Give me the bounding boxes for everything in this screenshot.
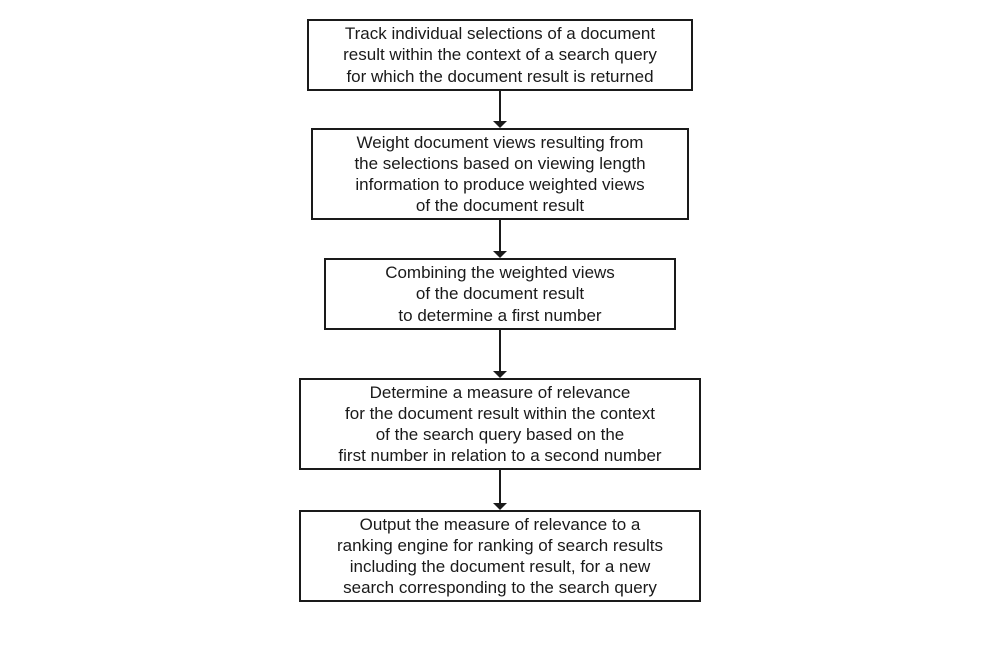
flowchart-node-label: Output the measure of relevance to a ran…	[337, 514, 663, 599]
flowchart-node-5: Output the measure of relevance to a ran…	[299, 510, 701, 602]
flowchart-edge-4	[499, 470, 501, 503]
flowchart-arrowhead-1	[493, 121, 507, 128]
flowchart-node-1: Track individual selections of a documen…	[307, 19, 693, 91]
flowchart-node-label: Determine a measure of relevance for the…	[338, 382, 661, 467]
flowchart-canvas: Track individual selections of a documen…	[0, 0, 1000, 667]
flowchart-edge-2	[499, 220, 501, 251]
flowchart-node-label: Weight document views resulting from the…	[354, 132, 645, 217]
flowchart-node-label: Track individual selections of a documen…	[343, 23, 657, 87]
flowchart-node-3: Combining the weighted views of the docu…	[324, 258, 676, 330]
flowchart-node-label: Combining the weighted views of the docu…	[385, 262, 615, 326]
flowchart-edge-3	[499, 330, 501, 371]
flowchart-node-4: Determine a measure of relevance for the…	[299, 378, 701, 470]
flowchart-arrowhead-3	[493, 371, 507, 378]
flowchart-node-2: Weight document views resulting from the…	[311, 128, 689, 220]
flowchart-edge-1	[499, 91, 501, 121]
flowchart-arrowhead-2	[493, 251, 507, 258]
flowchart-arrowhead-4	[493, 503, 507, 510]
